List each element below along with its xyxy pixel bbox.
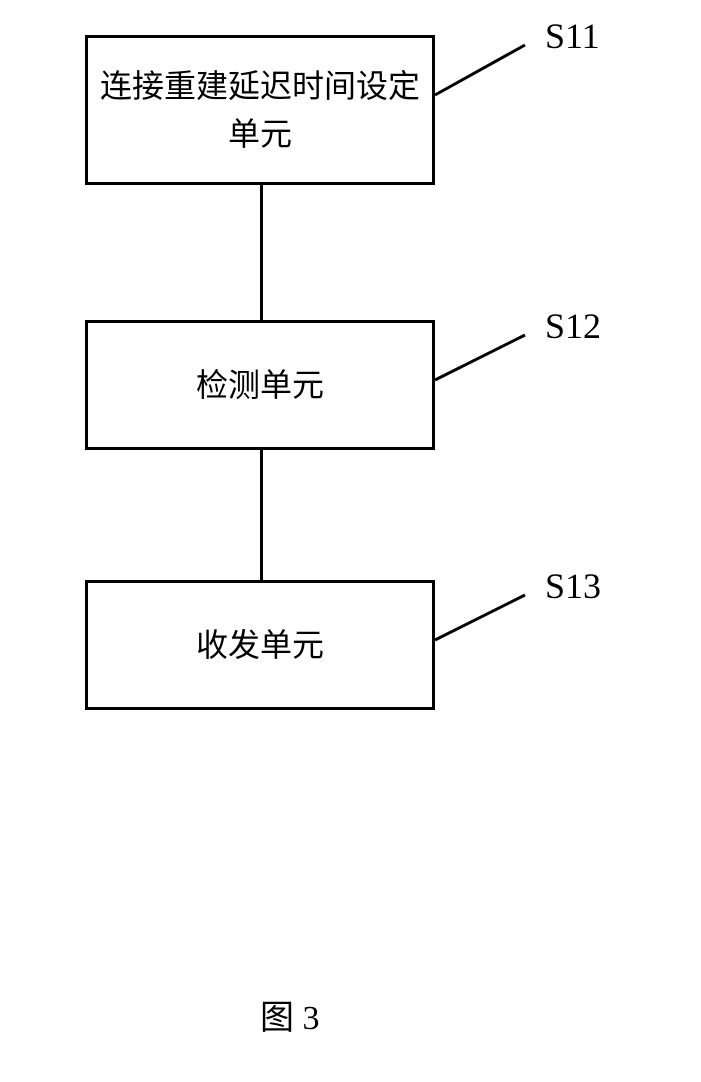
node-s13: 收发单元 bbox=[85, 580, 435, 710]
edge-s11-s12 bbox=[260, 185, 263, 320]
label-s11: S11 bbox=[545, 15, 600, 57]
label-line-s11 bbox=[430, 40, 540, 110]
label-line-s13 bbox=[430, 590, 540, 650]
label-line-s12 bbox=[430, 330, 540, 390]
label-s12: S12 bbox=[545, 305, 601, 347]
node-s12: 检测单元 bbox=[85, 320, 435, 450]
node-s13-text: 收发单元 bbox=[186, 611, 334, 679]
label-s13: S13 bbox=[545, 565, 601, 607]
figure-caption: 图 3 bbox=[260, 990, 320, 1039]
edge-s12-s13 bbox=[260, 450, 263, 580]
node-s11: 连接重建延迟时间设定单元 bbox=[85, 35, 435, 185]
node-s11-text: 连接重建延迟时间设定单元 bbox=[88, 52, 432, 168]
node-s12-text: 检测单元 bbox=[186, 351, 334, 419]
